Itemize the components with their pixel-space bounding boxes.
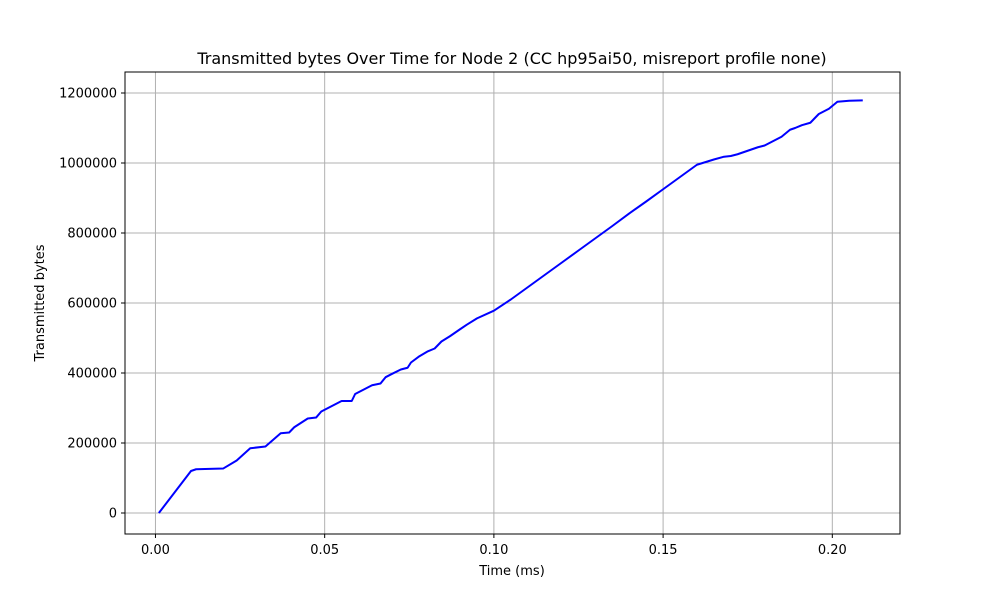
x-tick-label: 0.05 [310,543,339,558]
series-line-0 [158,99,863,514]
y-axis: 0 200000 400000 600000 800000 1000000 1200000 [59,87,125,522]
y-tick-label: 800000 [67,227,117,242]
y-tick-label: 1200000 [59,87,117,102]
series-group [158,99,863,514]
y-tick-label: 400000 [67,367,117,382]
y-tick-label: 1000000 [59,157,117,172]
x-tick-label: 0.15 [649,543,678,558]
x-tick-label: 0.20 [818,543,847,558]
grid [125,72,900,534]
y-tick-label: 200000 [67,437,117,452]
x-tick-label: 0.10 [479,543,508,558]
x-tick-label: 0.00 [141,543,170,558]
y-axis-label: Transmitted bytes [33,244,48,362]
y-tick-label: 600000 [67,297,117,312]
y-tick-label: 0 [109,507,117,522]
x-axis-label: Time (ms) [478,564,545,579]
x-axis: 0.00 0.05 0.10 0.15 0.20 [141,534,847,558]
chart-title: Transmitted bytes Over Time for Node 2 (… [196,49,826,68]
